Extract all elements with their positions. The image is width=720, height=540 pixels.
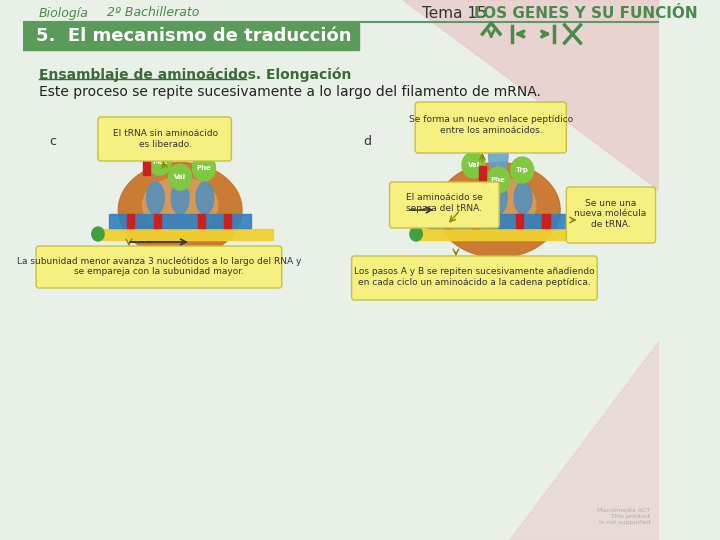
Circle shape [487,167,510,193]
Bar [109,214,251,228]
Text: Trp: Trp [516,167,528,173]
Ellipse shape [461,178,536,233]
Circle shape [410,227,423,241]
Circle shape [462,152,485,178]
Text: Tema 15.: Tema 15. [423,5,497,21]
Text: Phe: Phe [491,177,505,183]
Bar [23,22,359,50]
Bar [516,214,523,228]
Text: Se forma un nuevo enlace peptídico
entre los aminoácidos.: Se forma un nuevo enlace peptídico entre… [409,116,573,134]
Bar [198,214,205,228]
Bar [428,214,569,228]
Ellipse shape [144,120,163,160]
Bar [419,229,591,240]
Text: Met: Met [152,159,167,165]
Text: El aminoácido se
separa del tRNA.: El aminoácido se separa del tRNA. [406,193,482,213]
Text: 5.  El mecanismo de traducción: 5. El mecanismo de traducción [36,27,351,45]
Text: Se une una
nueva molécula
de tRNA.: Se une una nueva molécula de tRNA. [575,199,647,229]
Bar [445,214,452,228]
Text: Los pasos A y B se repiten sucesivamente añadiendo
en cada ciclo un aminoácido a: Los pasos A y B se repiten sucesivamente… [354,267,595,287]
Text: Val: Val [467,162,480,168]
Ellipse shape [118,163,242,258]
Ellipse shape [171,182,189,214]
Bar [479,166,486,182]
FancyBboxPatch shape [351,256,598,300]
FancyBboxPatch shape [415,102,567,153]
Text: Biología: Biología [39,6,89,19]
Ellipse shape [489,135,508,175]
FancyBboxPatch shape [567,187,656,243]
Circle shape [192,155,215,181]
FancyBboxPatch shape [36,246,282,288]
Ellipse shape [464,182,482,214]
Circle shape [510,157,534,183]
Text: d: d [363,135,371,148]
Bar [143,159,150,175]
Ellipse shape [147,182,164,214]
Circle shape [148,149,171,175]
Circle shape [168,164,192,190]
Ellipse shape [196,182,214,214]
Circle shape [91,227,104,241]
Ellipse shape [143,178,217,233]
Bar [542,214,549,228]
Text: 2º Bachillerato: 2º Bachillerato [107,6,199,19]
Ellipse shape [490,182,507,214]
Text: El tRNA sin aminoácido
es liberado.: El tRNA sin aminoácido es liberado. [112,129,217,149]
FancyBboxPatch shape [390,182,499,228]
Text: LOS GENES Y SU FUNCIÓN: LOS GENES Y SU FUNCIÓN [474,5,697,21]
Text: c: c [50,135,56,148]
Polygon shape [509,340,659,540]
FancyBboxPatch shape [98,117,231,161]
Polygon shape [403,0,659,190]
Bar [472,214,479,228]
Text: Ensamblaje de aminoácidos. Elongación: Ensamblaje de aminoácidos. Elongación [39,68,351,83]
Text: Phe: Phe [197,165,212,171]
Ellipse shape [514,182,532,214]
Bar [101,229,273,240]
Bar [225,214,231,228]
Bar [127,214,134,228]
Text: La subunidad menor avanza 3 nucleótidos a lo largo del RNA y
se empareja con la : La subunidad menor avanza 3 nucleótidos … [17,256,301,276]
Text: Val: Val [174,174,186,180]
Text: Macromedia ACT
This product
is not supported: Macromedia ACT This product is not suppo… [597,508,650,525]
Text: Este proceso se repite sucesivamente a lo largo del filamento de mRNA.: Este proceso se repite sucesivamente a l… [39,85,541,99]
Bar [153,214,161,228]
Ellipse shape [436,163,560,258]
